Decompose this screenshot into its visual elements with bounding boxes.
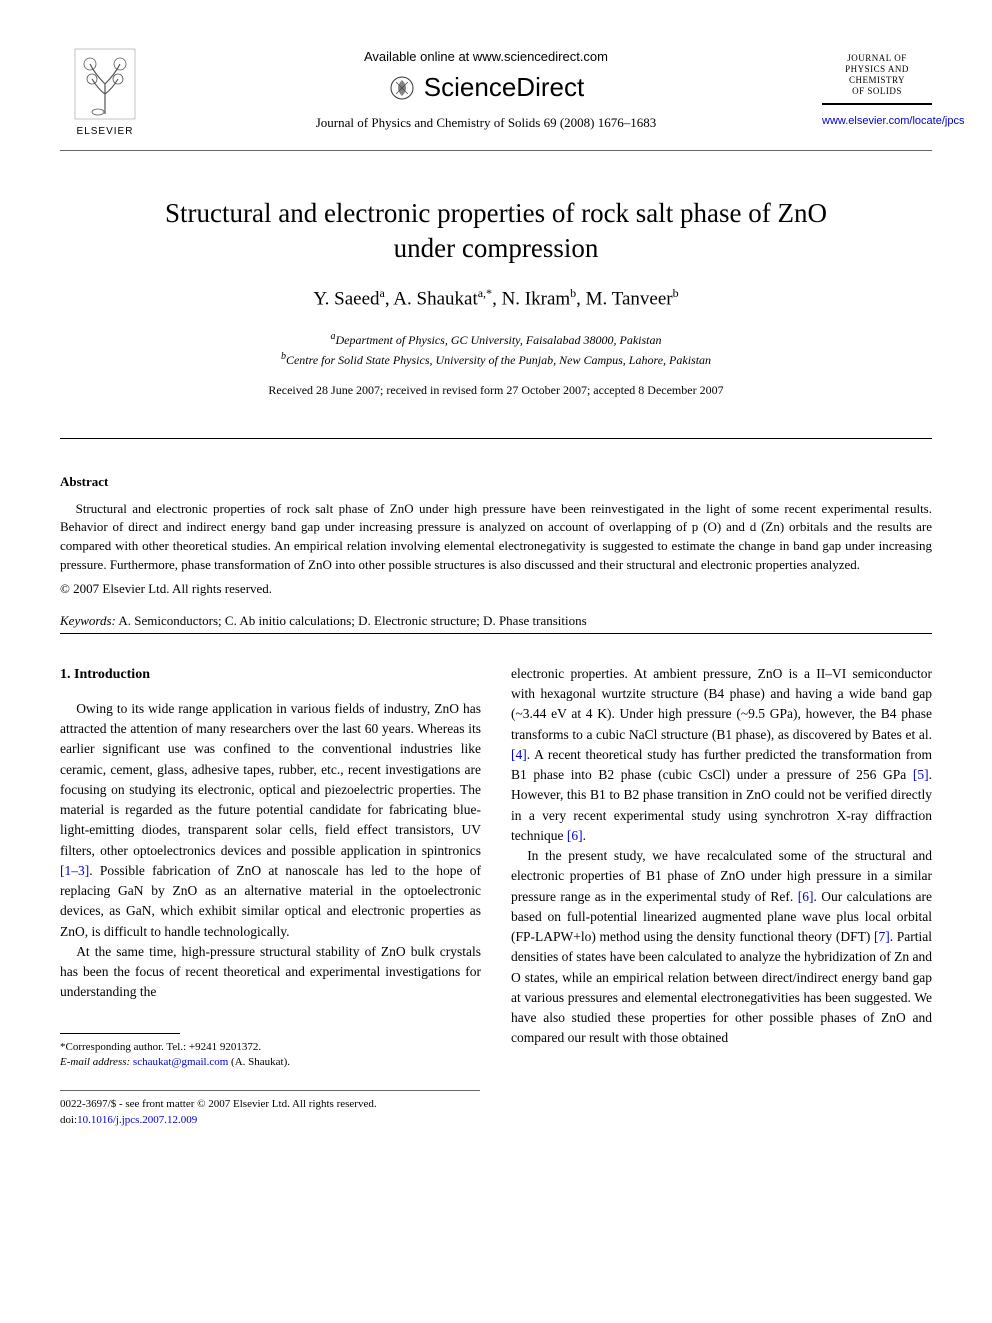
author-4-affil: b <box>673 286 679 300</box>
email-line: E-mail address: schaukat@gmail.com (A. S… <box>60 1055 481 1070</box>
corresponding-author: *Corresponding author. Tel.: +9241 92013… <box>60 1040 481 1055</box>
sciencedirect-icon <box>388 74 416 102</box>
authors-line: Y. Saeeda, A. Shaukata,*, N. Ikramb, M. … <box>60 286 932 310</box>
sciencedirect-text: ScienceDirect <box>424 72 584 103</box>
email-person: (A. Shaukat). <box>231 1056 290 1068</box>
ref-link-5[interactable]: [5] <box>913 767 929 782</box>
col2-paragraph-1: electronic properties. At ambient pressu… <box>511 664 932 846</box>
publisher-logo: ELSEVIER <box>60 40 150 140</box>
article-dates: Received 28 June 2007; received in revis… <box>60 383 932 398</box>
journal-reference: Journal of Physics and Chemistry of Soli… <box>150 115 822 131</box>
center-header: Available online at www.sciencedirect.co… <box>150 49 822 131</box>
copyright-line: © 2007 Elsevier Ltd. All rights reserved… <box>60 581 932 597</box>
keywords-line: Keywords: A. Semiconductors; C. Ab initi… <box>60 613 932 629</box>
keywords-label: Keywords: <box>60 613 116 628</box>
email-label: E-mail address: <box>60 1056 130 1068</box>
section-1-heading: 1. Introduction <box>60 664 481 685</box>
intro-paragraph-1: Owing to its wide range application in v… <box>60 699 481 942</box>
col2-paragraph-2: In the present study, we have recalculat… <box>511 846 932 1049</box>
page-container: ELSEVIER Available online at www.science… <box>0 0 992 1178</box>
journal-url-link[interactable]: www.elsevier.com/locate/jpcs <box>822 115 932 127</box>
email-link[interactable]: schaukat@gmail.com <box>133 1056 228 1068</box>
author-3: N. Ikram <box>502 289 571 310</box>
ref-link-6[interactable]: [6] <box>567 828 583 843</box>
ref-link-4[interactable]: [4] <box>511 747 527 762</box>
journal-name-line1: JOURNAL OF <box>822 53 932 64</box>
footnote-block: *Corresponding author. Tel.: +9241 92013… <box>60 1040 481 1071</box>
article-title: Structural and electronic properties of … <box>140 196 852 266</box>
footnote-rule <box>60 1033 180 1034</box>
journal-name-line3: OF SOLIDS <box>822 86 932 97</box>
doi-label: doi: <box>60 1114 77 1126</box>
header-divider <box>60 150 932 151</box>
publisher-name: ELSEVIER <box>77 126 134 137</box>
keywords-rule <box>60 633 932 634</box>
available-online-text: Available online at www.sciencedirect.co… <box>150 49 822 64</box>
journal-name-line2: PHYSICS AND CHEMISTRY <box>822 64 932 86</box>
column-left: 1. Introduction Owing to its wide range … <box>60 664 481 1071</box>
intro-paragraph-2: At the same time, high-pressure structur… <box>60 942 481 1003</box>
footer-rule <box>60 1090 480 1091</box>
ref-link-1-3[interactable]: [1–3] <box>60 863 89 878</box>
author-1: Y. Saeed <box>313 289 379 310</box>
abstract-heading: Abstract <box>60 474 932 490</box>
author-1-affil: a <box>380 286 385 300</box>
affiliations: aDepartment of Physics, GC University, F… <box>60 329 932 369</box>
column-right: electronic properties. At ambient pressu… <box>511 664 932 1071</box>
author-2: A. Shaukat <box>393 289 477 310</box>
journal-logo-box: JOURNAL OF PHYSICS AND CHEMISTRY OF SOLI… <box>822 53 932 126</box>
affiliation-b: Centre for Solid State Physics, Universi… <box>286 353 711 367</box>
header-row: ELSEVIER Available online at www.science… <box>60 40 932 140</box>
author-2-affil: a,* <box>478 286 492 300</box>
affiliation-a: Department of Physics, GC University, Fa… <box>336 333 662 347</box>
ref-link-6b[interactable]: [6] <box>798 889 814 904</box>
abstract-top-rule <box>60 438 932 439</box>
doi-link[interactable]: 10.1016/j.jpcs.2007.12.009 <box>77 1114 197 1126</box>
author-4: M. Tanveer <box>586 289 673 310</box>
footer-issn: 0022-3697/$ - see front matter © 2007 El… <box>60 1097 932 1112</box>
body-columns: 1. Introduction Owing to its wide range … <box>60 664 932 1071</box>
abstract-text: Structural and electronic properties of … <box>60 500 932 575</box>
footer-doi-line: doi:10.1016/j.jpcs.2007.12.009 <box>60 1113 932 1128</box>
sciencedirect-logo: ScienceDirect <box>150 72 822 103</box>
elsevier-tree-icon <box>70 44 140 124</box>
keywords-text: A. Semiconductors; C. Ab initio calculat… <box>118 613 586 628</box>
author-3-affil: b <box>570 286 576 300</box>
ref-link-7[interactable]: [7] <box>874 929 890 944</box>
